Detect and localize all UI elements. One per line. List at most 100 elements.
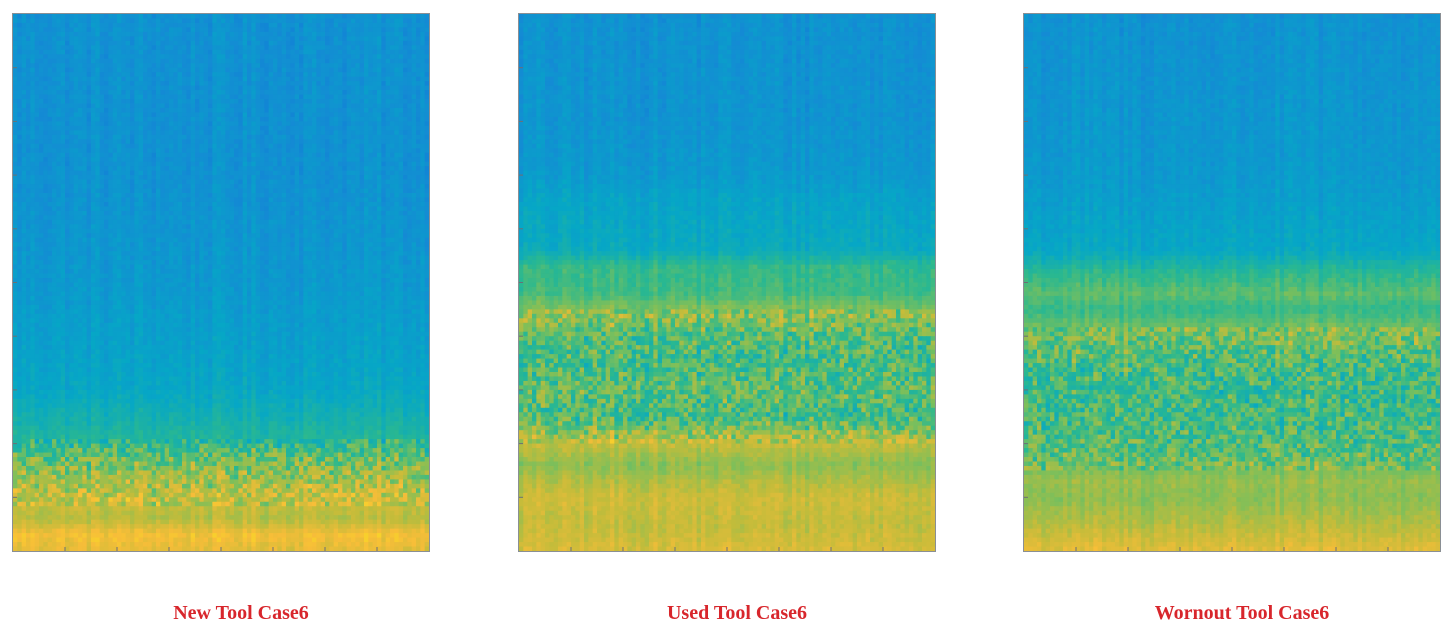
spectrogram-cell [143,121,148,127]
spectrogram-cell [273,67,278,73]
spectrogram-cell [134,166,140,172]
spectrogram-cell [112,143,118,149]
spectrogram-cell [316,184,322,190]
spectrogram-cell [143,76,148,82]
spectrogram-cell [424,54,429,60]
spectrogram-cell [78,224,83,230]
spectrogram-cell [43,22,49,29]
spectrogram-cell [56,85,62,91]
spectrogram-cell [156,36,161,42]
spectrogram-cell [394,215,400,221]
spectrogram-cell [203,99,209,105]
spectrogram-cell [134,157,140,163]
spectrogram-cell [91,72,96,78]
spectrogram-cell [169,45,174,51]
spectrogram-cell [316,139,322,145]
spectrogram-cell [95,58,101,64]
spectrogram-cell [169,116,174,122]
spectrogram-cell [65,27,70,33]
spectrogram-cell [164,45,170,51]
spectrogram-cell [394,58,400,64]
spectrogram-cell [229,54,235,60]
spectrogram-cell [160,45,166,51]
spectrogram-cell [273,152,278,158]
spectrogram-cell [121,139,127,145]
spectrogram-cell [21,116,27,122]
spectrogram-cell [359,125,365,131]
spectrogram-cell [342,125,348,131]
spectrogram-cell [17,67,23,73]
spectrogram-cell [381,40,387,46]
spectrogram-cell [290,201,296,208]
spectrogram-cell [151,45,157,51]
spectrogram-cell [190,184,196,190]
spectrogram-cell [99,40,105,46]
spectrogram-cell [394,54,400,60]
spectrogram-cell [91,116,96,122]
spectrogram-cell [138,188,144,194]
spectrogram-cell [294,45,300,51]
spectrogram-cell [30,94,36,100]
spectrogram-cell [195,116,200,122]
spectrogram-cell [359,148,365,154]
spectrogram-cell [47,121,53,127]
spectrogram-cell [208,193,213,199]
spectrogram-cell [52,179,57,185]
spectrogram-cell [56,90,62,96]
spectrogram-cell [234,166,239,172]
spectrogram-cell [229,224,235,230]
spectrogram-cell [138,81,144,87]
spectrogram-cell [273,130,278,136]
spectrogram-cell [169,219,174,225]
spectrogram-cell [403,63,408,69]
spectrogram-cell [238,228,244,234]
spectrogram-cell [398,72,404,78]
spectrogram-cell [390,90,395,96]
spectrogram-cell [268,121,274,127]
spectrogram-cell [78,188,83,194]
spectrogram-cell [47,58,53,64]
spectrogram-cell [264,58,270,64]
spectrogram-cell [394,103,400,109]
spectrogram-cell [17,49,23,55]
spectrogram-cell [398,206,404,212]
spectrogram-cell [65,233,70,239]
spectrogram-cell [303,125,309,131]
spectrogram-cell [195,206,200,212]
spectrogram-cell [398,45,404,51]
spectrogram-cell [342,76,348,82]
spectrogram-cell [420,112,426,118]
spectrogram-cell [286,125,291,131]
spectrogram-cell [56,81,62,87]
spectrogram-cell [117,188,122,194]
spectrogram-cell [390,152,395,158]
spectrogram-cell [86,170,92,176]
spectrogram-cell [290,54,296,60]
spectrogram-cell [247,143,252,149]
spectrogram-cell [286,18,291,24]
spectrogram-cell [294,81,300,87]
spectrogram-cell [30,99,36,105]
spectrogram-cell [234,40,239,46]
spectrogram-cell [385,201,391,208]
spectrogram-cell [86,188,92,194]
spectrogram-cell [416,139,421,145]
spectrogram-cell [216,148,222,154]
spectrogram-cell [268,18,274,24]
spectrogram-cell [355,40,361,46]
spectrogram-cell [195,94,200,100]
spectrogram-cell [407,45,413,51]
spectrogram-cell [21,184,27,190]
spectrogram-cell [190,94,196,100]
spectrogram-cell [398,27,404,33]
spectrogram-cell [333,219,339,225]
spectrogram-cell [420,85,426,91]
spectrogram-cell [34,179,40,185]
spectrogram-cell [368,36,374,42]
spectrogram-cell [117,193,122,199]
spectrogram-cell [342,90,348,96]
spectrogram-cell [147,116,153,122]
spectrogram-cell [229,103,235,109]
spectrogram-cell [78,45,83,51]
spectrogram-cell [312,103,317,109]
